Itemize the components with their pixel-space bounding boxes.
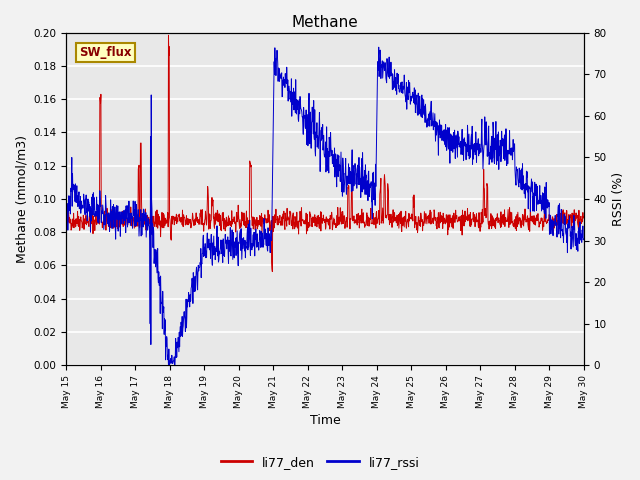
Y-axis label: RSSI (%): RSSI (%)	[612, 172, 625, 226]
Text: SW_flux: SW_flux	[79, 46, 132, 59]
Title: Methane: Methane	[292, 15, 358, 30]
X-axis label: Time: Time	[310, 414, 340, 427]
Legend: li77_den, li77_rssi: li77_den, li77_rssi	[216, 451, 424, 474]
Y-axis label: Methane (mmol/m3): Methane (mmol/m3)	[15, 135, 28, 263]
